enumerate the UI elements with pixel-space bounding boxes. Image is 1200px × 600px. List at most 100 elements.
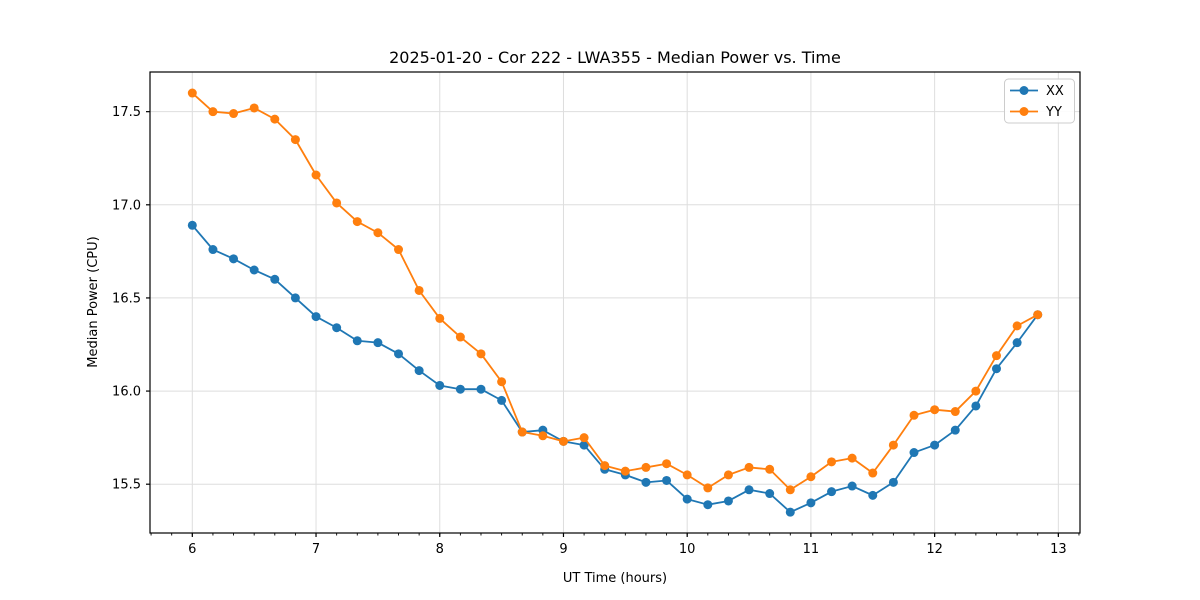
data-point-xx [1012,338,1022,348]
data-point-xx [394,349,404,359]
data-point-xx [332,323,342,333]
data-point-yy [785,485,795,495]
data-point-yy [950,407,960,417]
x-axis-label: UT Time (hours) [563,571,667,586]
x-tick-label: 12 [926,542,943,557]
data-point-xx [806,498,816,508]
data-point-yy [332,198,342,208]
data-point-yy [394,245,404,255]
data-point-yy [373,228,383,238]
data-series [187,88,1043,517]
data-point-xx [703,500,713,510]
legend-label-xx: XX [1046,84,1064,99]
data-point-yy [930,405,940,415]
data-point-yy [744,462,754,472]
data-point-yy [847,453,857,463]
legend: XX YY [1004,78,1075,124]
data-point-yy [600,461,610,471]
data-point-yy [290,135,300,145]
data-point-xx [868,490,878,500]
axis-tick-labels: 6 7 8 9 10 11 12 13 15.5 16.0 16.5 17.0 17.5 [112,105,1067,557]
data-point-yy [538,431,548,441]
data-point-xx [249,265,259,275]
data-point-xx [579,440,589,450]
data-point-xx [270,274,280,284]
data-point-yy [827,457,837,467]
data-point-yy [435,313,445,323]
legend-label-yy: YY [1045,105,1062,120]
y-axis-label: Median Power (CPU) [86,236,101,367]
data-point-yy [662,459,672,469]
data-point-yy [311,170,321,180]
legend-item-yy: YY [1010,105,1062,120]
data-point-yy [1012,321,1022,331]
data-point-yy [888,440,898,450]
data-point-xx [991,364,1001,374]
data-point-xx [435,380,445,390]
y-tick-label: 15.5 [112,478,141,493]
data-point-yy [765,464,775,474]
data-point-xx [950,425,960,435]
y-tick-label: 17.0 [112,198,141,213]
data-point-xx [352,336,362,346]
data-point-yy [517,427,527,437]
data-point-yy [723,470,733,480]
data-point-yy [1033,310,1043,320]
data-point-xx [229,254,239,264]
data-point-yy [249,103,259,113]
data-point-xx [930,440,940,450]
data-point-xx [662,475,672,485]
x-tick-label: 11 [803,542,820,557]
data-point-yy [208,107,218,117]
data-point-xx [744,485,754,495]
plot-border [149,71,1081,534]
axis-ticks [146,111,1080,537]
data-point-xx [476,384,486,394]
series-yy [187,88,1043,495]
data-point-xx [208,245,218,255]
data-point-xx [455,384,465,394]
data-point-xx [971,401,981,411]
data-point-yy [909,410,919,420]
gridlines [150,72,1080,533]
y-tick-label: 17.5 [112,105,141,120]
data-point-xx [497,395,507,405]
legend-box [1004,78,1075,124]
data-point-yy [579,433,589,443]
y-tick-label: 16.0 [112,385,141,400]
data-point-xx [723,496,733,506]
data-point-xx [888,477,898,487]
x-tick-label: 13 [1050,542,1067,557]
data-point-yy [352,217,362,227]
data-point-xx [187,220,197,230]
data-point-yy [187,88,197,98]
x-tick-label: 10 [679,542,696,557]
data-point-yy [455,332,465,342]
data-point-xx [785,507,795,517]
data-point-yy [703,483,713,493]
data-point-xx [765,489,775,499]
data-point-xx [909,448,919,458]
x-tick-label: 8 [436,542,444,557]
legend-item-xx: XX [1010,84,1064,99]
legend-sample-marker-yy [1019,107,1029,116]
data-point-yy [971,386,981,396]
data-point-yy [806,472,816,482]
data-point-yy [682,470,692,480]
data-point-xx [641,477,651,487]
data-point-yy [414,285,424,295]
data-point-yy [991,351,1001,361]
x-tick-label: 6 [188,542,196,557]
data-point-xx [827,487,837,497]
data-point-xx [311,312,321,322]
data-point-xx [290,293,300,303]
data-point-yy [641,462,651,472]
chart-title: 2025-01-20 - Cor 222 - LWA355 - Median P… [389,48,841,67]
y-tick-label: 16.5 [112,291,141,306]
data-point-yy [229,109,239,119]
x-tick-label: 9 [559,542,567,557]
data-point-yy [620,466,630,476]
data-point-xx [847,481,857,491]
